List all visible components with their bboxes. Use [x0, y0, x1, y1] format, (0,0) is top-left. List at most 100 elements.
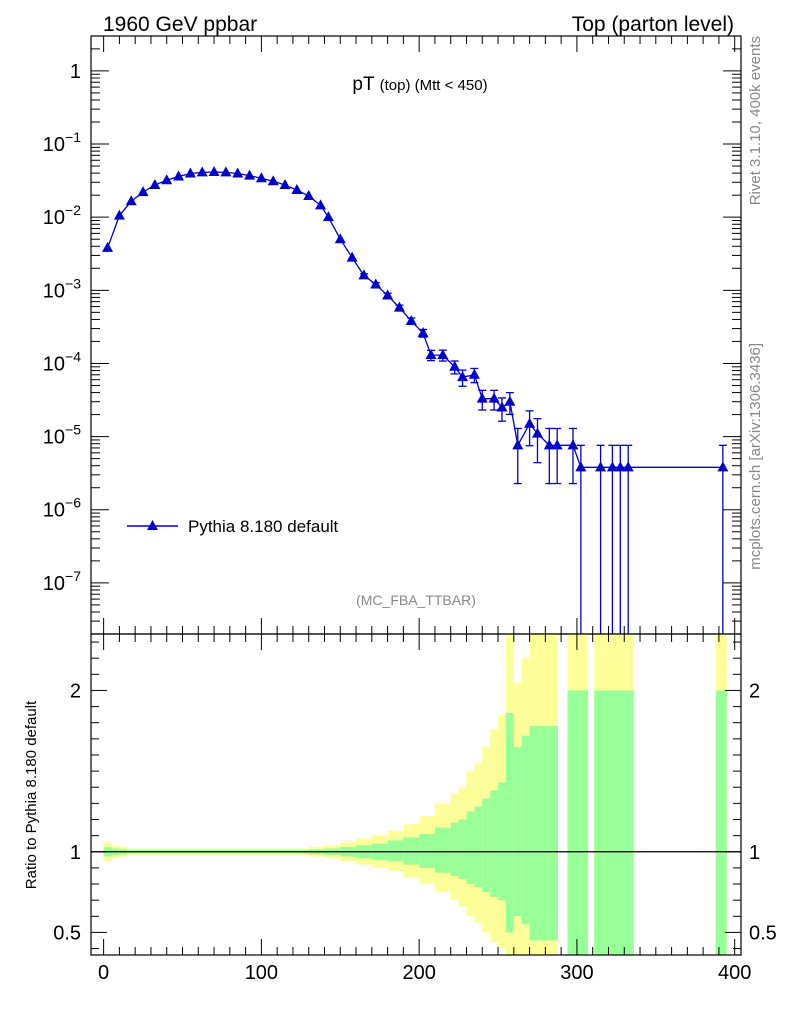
data-point — [524, 417, 536, 428]
data-point — [370, 278, 382, 289]
rivet-version: Rivet 3.1.10, 400k events — [747, 36, 764, 205]
y-tick-label: 10−5 — [43, 422, 81, 449]
ratio-y-tick-label: 2 — [70, 680, 81, 702]
data-point — [334, 233, 346, 244]
data-point — [125, 195, 137, 206]
data-point — [346, 251, 358, 262]
x-tick-label: 100 — [245, 962, 278, 984]
y-tick-label-exponent: −4 — [65, 348, 81, 364]
data-point — [161, 174, 173, 185]
ratio-y-tick-label-right: 1 — [749, 842, 760, 864]
data-point — [614, 461, 626, 472]
y-tick-label-exponent: −6 — [65, 495, 81, 511]
data-point — [137, 186, 149, 197]
data-point — [417, 327, 429, 338]
ratio-band-stat — [466, 811, 475, 885]
ratio-band-stat — [521, 735, 530, 925]
ratio-y-label: Ratio to Pythia 8.180 default — [23, 700, 40, 889]
data-point — [208, 165, 220, 176]
data-point — [393, 301, 405, 312]
ratio-band-stat — [434, 827, 451, 873]
x-tick-label: 300 — [560, 962, 593, 984]
analysis-id: (MC_FBA_TTBAR) — [356, 592, 476, 608]
data-point — [551, 439, 563, 450]
y-tick-label-exponent: −1 — [65, 129, 81, 145]
x-tick-label: 400 — [718, 962, 751, 984]
y-tick-label: 1 — [70, 61, 81, 83]
data-point — [255, 172, 267, 183]
main-series — [102, 165, 729, 634]
y-tick-label: 10−1 — [43, 129, 81, 156]
ratio-band-stat — [482, 798, 491, 893]
series-line — [106, 171, 723, 468]
data-point — [149, 179, 161, 190]
data-point — [488, 392, 500, 403]
data-point — [575, 461, 587, 472]
ratio-y-tick-label-right: 0.5 — [749, 922, 777, 944]
data-point — [504, 395, 516, 406]
y-tick-label: 10−7 — [43, 568, 81, 595]
ratio-band-stat — [529, 725, 558, 941]
ratio-band-stat — [458, 819, 467, 880]
header-right: Top (parton level) — [572, 13, 734, 36]
data-point — [496, 401, 508, 412]
data-point — [232, 167, 244, 178]
data-point — [173, 170, 185, 181]
ratio-band-stat — [450, 822, 459, 876]
data-point — [531, 427, 543, 438]
y-tick-label-base: 10 — [43, 134, 65, 156]
ratio-panel: 0.5 0.5 1 1 2 2 0 100 200 300 400 — [53, 633, 777, 984]
y-tick-label-exponent: −7 — [65, 568, 81, 584]
data-point — [405, 315, 417, 326]
ratio-band-stat — [403, 837, 420, 865]
plot-title-main: pT — [352, 74, 375, 95]
x-tick-label: 200 — [402, 962, 435, 984]
y-tick-label-base: 10 — [43, 353, 65, 375]
data-point — [267, 175, 279, 186]
data-point — [512, 439, 524, 450]
data-point — [102, 241, 114, 252]
data-point — [279, 179, 291, 190]
ratio-band-stat — [387, 840, 404, 862]
data-point — [220, 166, 232, 177]
y-tick-label: 10−3 — [43, 275, 81, 302]
y-tick-label: 10−4 — [43, 348, 81, 375]
y-tick-label: 10−6 — [43, 495, 81, 522]
ratio-y-tick-label: 0.5 — [53, 922, 81, 944]
legend-marker — [147, 520, 158, 530]
y-tick-label-base: 10 — [43, 427, 65, 449]
legend-label: Pythia 8.180 default — [188, 517, 339, 536]
data-point — [113, 209, 125, 220]
data-point — [476, 392, 488, 403]
data-point — [449, 360, 461, 371]
data-point — [322, 211, 334, 222]
data-point — [184, 167, 196, 178]
ratio-band-stat — [419, 834, 435, 868]
main-y-axis: 110−110−210−310−410−510−610−7 — [43, 35, 741, 635]
ratio-band-stat — [513, 746, 522, 917]
main-x-axis — [103, 36, 736, 634]
y-tick-label-exponent: −5 — [65, 422, 81, 438]
plot-title: pT (top) (Mtt < 450) — [352, 74, 487, 95]
ratio-band-stat — [567, 690, 588, 955]
data-point — [291, 184, 303, 195]
y-tick-label-base: 10 — [43, 280, 65, 302]
data-point — [457, 371, 469, 382]
main-frame — [90, 35, 742, 635]
ratio-y-tick-label: 1 — [70, 842, 81, 864]
y-tick-label-base: 10 — [43, 573, 65, 595]
data-point — [315, 199, 327, 210]
ratio-frame — [90, 633, 742, 956]
data-point — [543, 439, 555, 450]
legend: Pythia 8.180 default — [127, 517, 339, 536]
ratio-band-stat — [715, 690, 727, 955]
ratio-band-stat — [490, 790, 499, 897]
ratio-band-stat — [498, 782, 506, 901]
data-point — [717, 461, 729, 472]
data-point — [196, 166, 208, 177]
y-tick-label-base: 10 — [43, 207, 65, 229]
y-tick-label: 10−2 — [43, 202, 81, 229]
ratio-band-stat — [505, 713, 514, 933]
